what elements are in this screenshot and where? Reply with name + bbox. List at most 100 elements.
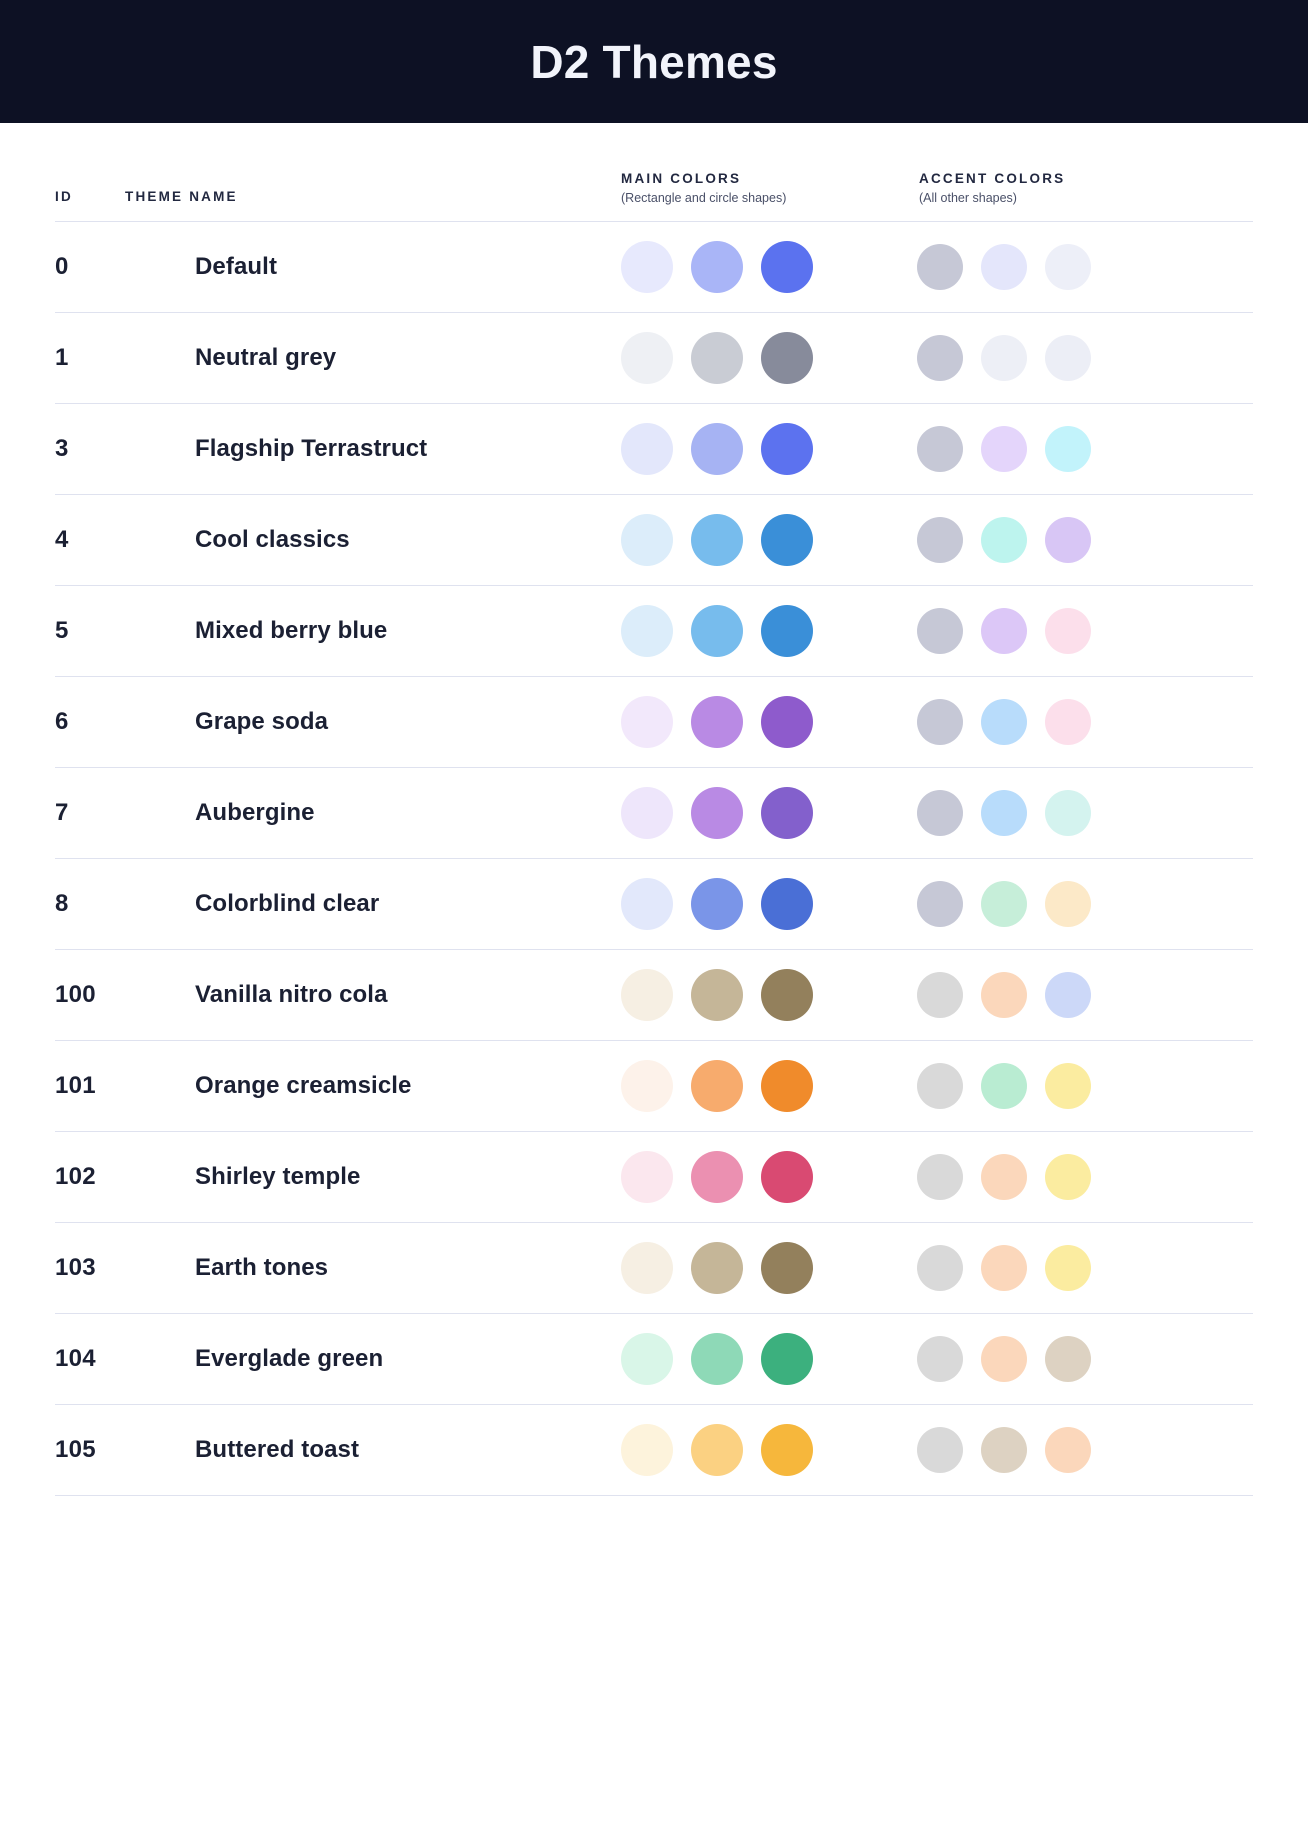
accent-color-swatch-1: [917, 1336, 963, 1383]
accent-color-swatches: [915, 699, 1253, 746]
accent-color-swatches: [915, 1154, 1253, 1201]
accent-color-swatch-2: [981, 426, 1027, 473]
accent-color-swatches: [915, 1245, 1253, 1292]
theme-main-colors: [615, 403, 915, 496]
column-header-accent-colors-label: ACCENT COLORS: [919, 171, 1066, 186]
main-color-swatch-2: [691, 1242, 743, 1295]
theme-accent-colors: [915, 767, 1253, 860]
theme-name: Colorblind clear: [125, 858, 615, 951]
main-color-swatch-2: [691, 696, 743, 749]
accent-color-swatch-2: [981, 1427, 1027, 1474]
accent-color-swatch-2: [981, 244, 1027, 291]
main-color-swatch-3: [761, 332, 813, 385]
theme-accent-colors: [915, 312, 1253, 405]
column-header-accent-colors-sublabel: (All other shapes): [919, 191, 1017, 206]
accent-color-swatches: [915, 608, 1253, 655]
accent-color-swatch-1: [917, 790, 963, 837]
theme-accent-colors: [915, 1040, 1253, 1133]
accent-color-swatches: [915, 1427, 1253, 1474]
accent-color-swatch-2: [981, 1063, 1027, 1110]
theme-accent-colors: [915, 494, 1253, 587]
accent-color-swatch-3: [1045, 972, 1091, 1019]
theme-main-colors: [615, 221, 915, 314]
accent-color-swatch-2: [981, 699, 1027, 746]
main-color-swatch-3: [761, 787, 813, 840]
theme-row[interactable]: 6 Grape soda: [55, 676, 1253, 769]
accent-color-swatch-3: [1045, 1336, 1091, 1383]
main-color-swatch-1: [621, 787, 673, 840]
theme-id: 101: [55, 1040, 125, 1133]
main-color-swatch-3: [761, 696, 813, 749]
accent-color-swatch-3: [1045, 699, 1091, 746]
accent-color-swatches: [915, 972, 1253, 1019]
theme-row[interactable]: 1 Neutral grey: [55, 312, 1253, 405]
theme-accent-colors: [915, 676, 1253, 769]
theme-id: 6: [55, 676, 125, 769]
theme-row[interactable]: 104 Everglade green: [55, 1313, 1253, 1406]
main-color-swatch-1: [621, 1424, 673, 1477]
theme-id: 5: [55, 585, 125, 678]
main-color-swatches: [615, 423, 915, 476]
main-color-swatch-2: [691, 605, 743, 658]
theme-name: Buttered toast: [125, 1404, 615, 1497]
theme-row[interactable]: 100 Vanilla nitro cola: [55, 949, 1253, 1042]
main-color-swatch-2: [691, 1060, 743, 1113]
main-color-swatch-1: [621, 1060, 673, 1113]
theme-main-colors: [615, 1040, 915, 1133]
main-color-swatch-2: [691, 423, 743, 476]
main-color-swatch-2: [691, 787, 743, 840]
main-color-swatches: [615, 241, 915, 294]
theme-accent-colors: [915, 585, 1253, 678]
accent-color-swatch-1: [917, 881, 963, 928]
theme-main-colors: [615, 1222, 915, 1315]
theme-name: Vanilla nitro cola: [125, 949, 615, 1042]
main-color-swatch-3: [761, 514, 813, 567]
main-color-swatch-1: [621, 514, 673, 567]
main-color-swatches: [615, 1151, 915, 1204]
accent-color-swatch-2: [981, 1154, 1027, 1201]
theme-row[interactable]: 7 Aubergine: [55, 767, 1253, 860]
themes-table: ID THEME NAME MAIN COLORS (Rectangle and…: [55, 123, 1253, 1497]
theme-row[interactable]: 103 Earth tones: [55, 1222, 1253, 1315]
theme-main-colors: [615, 767, 915, 860]
accent-color-swatches: [915, 881, 1253, 928]
accent-color-swatch-2: [981, 972, 1027, 1019]
theme-row[interactable]: 0 Default: [55, 221, 1253, 314]
column-header-main-colors-label: MAIN COLORS: [621, 171, 742, 186]
accent-color-swatches: [915, 790, 1253, 837]
theme-row[interactable]: 3 Flagship Terrastruct: [55, 403, 1253, 496]
main-color-swatch-1: [621, 241, 673, 294]
theme-row[interactable]: 101 Orange creamsicle: [55, 1040, 1253, 1133]
theme-row[interactable]: 8 Colorblind clear: [55, 858, 1253, 951]
main-color-swatches: [615, 1242, 915, 1295]
main-color-swatch-1: [621, 332, 673, 385]
theme-row[interactable]: 4 Cool classics: [55, 494, 1253, 587]
page-banner: D2 Themes: [0, 0, 1308, 123]
themes-table-container: ID THEME NAME MAIN COLORS (Rectangle and…: [0, 123, 1308, 1497]
main-color-swatch-3: [761, 241, 813, 294]
theme-main-colors: [615, 494, 915, 587]
main-color-swatches: [615, 969, 915, 1022]
theme-accent-colors: [915, 858, 1253, 951]
main-color-swatch-2: [691, 1151, 743, 1204]
main-color-swatch-3: [761, 423, 813, 476]
accent-color-swatch-1: [917, 335, 963, 382]
main-color-swatch-1: [621, 423, 673, 476]
theme-row[interactable]: 5 Mixed berry blue: [55, 585, 1253, 678]
theme-row[interactable]: 105 Buttered toast: [55, 1404, 1253, 1497]
theme-id: 103: [55, 1222, 125, 1315]
theme-name: Neutral grey: [125, 312, 615, 405]
table-header: ID THEME NAME MAIN COLORS (Rectangle and…: [55, 123, 1253, 223]
accent-color-swatch-3: [1045, 1154, 1091, 1201]
theme-name: Flagship Terrastruct: [125, 403, 615, 496]
theme-main-colors: [615, 858, 915, 951]
accent-color-swatches: [915, 1063, 1253, 1110]
accent-color-swatch-3: [1045, 881, 1091, 928]
theme-row[interactable]: 102 Shirley temple: [55, 1131, 1253, 1224]
accent-color-swatch-3: [1045, 244, 1091, 291]
main-color-swatch-3: [761, 1151, 813, 1204]
accent-color-swatch-3: [1045, 517, 1091, 564]
main-color-swatch-1: [621, 969, 673, 1022]
accent-color-swatches: [915, 244, 1253, 291]
main-color-swatches: [615, 332, 915, 385]
